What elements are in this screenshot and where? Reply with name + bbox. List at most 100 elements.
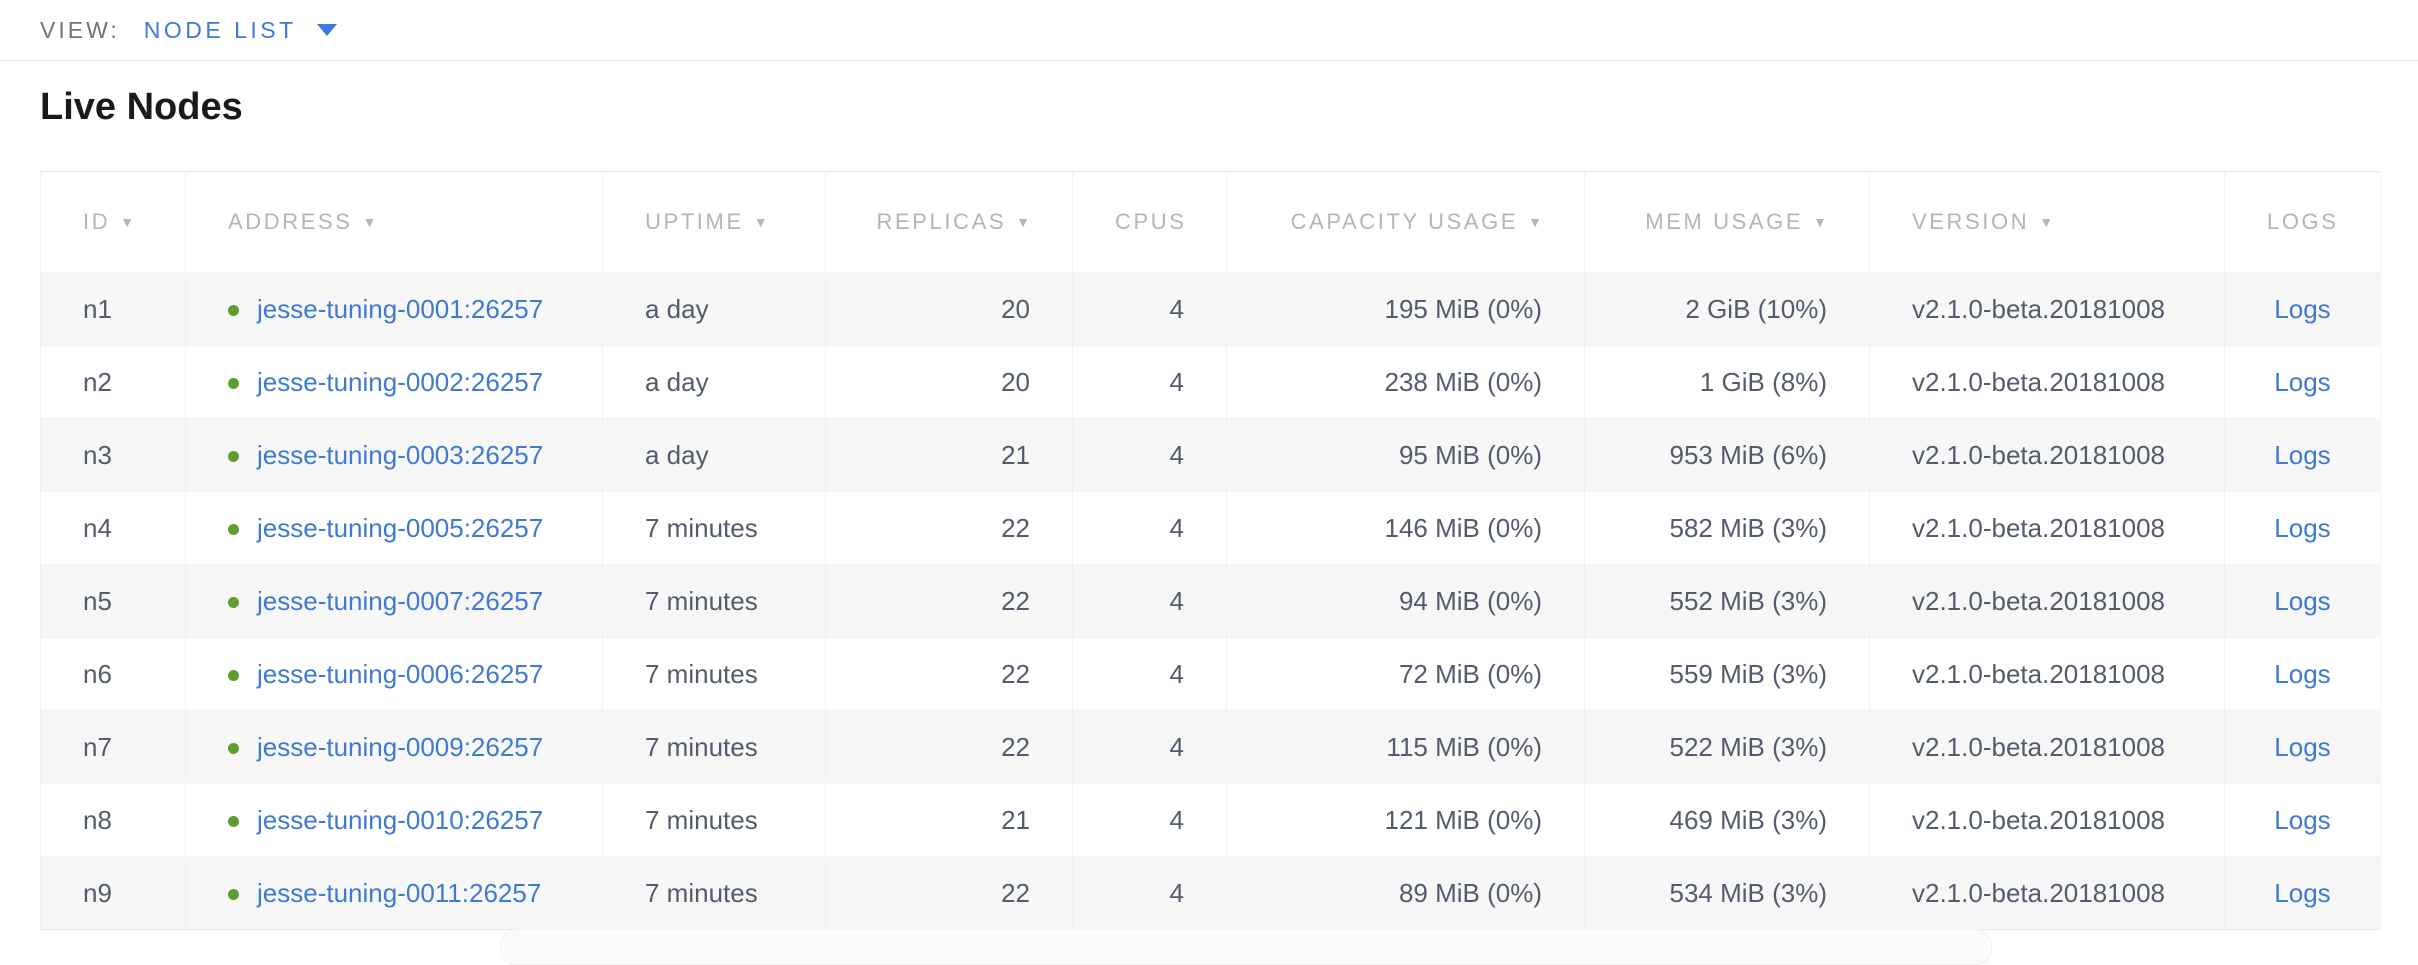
logs-link[interactable]: Logs	[2274, 439, 2331, 470]
cell-value: 22	[1001, 658, 1030, 689]
cell-value: 7 minutes	[645, 658, 758, 689]
column-header-address[interactable]: ADDRESS ▼	[185, 171, 603, 273]
node-address-link[interactable]: jesse-tuning-0003:26257	[257, 439, 544, 470]
cell-cpus: 4	[1072, 783, 1227, 857]
logs-link[interactable]: Logs	[2274, 585, 2331, 616]
cell-value: 7 minutes	[645, 731, 758, 762]
cell-value: v2.1.0-beta.20181008	[1912, 439, 2165, 470]
node-status-icon	[228, 669, 239, 681]
chevron-down-icon	[316, 24, 337, 36]
cell-logs: Logs	[2224, 272, 2381, 346]
logs-link[interactable]: Logs	[2274, 512, 2331, 543]
cell-value: 953 MiB (6%)	[1669, 439, 1828, 470]
cell-value: 22	[1001, 585, 1030, 616]
cell-logs: Logs	[2224, 783, 2381, 857]
column-header-label: REPLICAS	[876, 209, 1007, 234]
table-row: n1 jesse-tuning-0001:26257 a day 20 4 195 MiB…	[40, 272, 2381, 346]
column-header-uptime[interactable]: UPTIME ▼	[602, 171, 826, 273]
node-address-link[interactable]: jesse-tuning-0002:26257	[257, 366, 544, 397]
logs-link[interactable]: Logs	[2274, 366, 2331, 397]
node-address-link[interactable]: jesse-tuning-0006:26257	[257, 658, 544, 689]
cell-value: n9	[83, 877, 112, 908]
column-header-cpus: CPUS	[1072, 171, 1227, 273]
column-header-label: ADDRESS	[228, 209, 353, 234]
cell-value: v2.1.0-beta.20181008	[1912, 293, 2165, 324]
view-selector-dropdown[interactable]: NODE LIST	[144, 17, 337, 44]
cell-uptime: 7 minutes	[602, 637, 826, 711]
cell-value: 94 MiB (0%)	[1398, 585, 1542, 616]
cell-value: 1 GiB (8%)	[1699, 366, 1827, 397]
logs-link[interactable]: Logs	[2274, 731, 2331, 762]
cell-mem: 1 GiB (8%)	[1584, 345, 1870, 419]
table-row: n6 jesse-tuning-0006:26257 7 minutes 22 4 72 …	[40, 637, 2381, 711]
sort-arrow-icon: ▼	[362, 214, 377, 230]
cell-value: 582 MiB (3%)	[1669, 512, 1828, 543]
table-row: n3 jesse-tuning-0003:26257 a day 21 4 95 MiB …	[40, 418, 2381, 492]
sort-arrow-icon: ▼	[1016, 214, 1030, 230]
column-header-replicas[interactable]: REPLICAS ▼	[825, 171, 1073, 273]
cell-cpus: 4	[1072, 345, 1227, 419]
column-header-label: CPUS	[1115, 209, 1187, 234]
cell-value: v2.1.0-beta.20181008	[1912, 366, 2165, 397]
node-address-link[interactable]: jesse-tuning-0005:26257	[257, 512, 544, 543]
cell-value: n4	[83, 512, 112, 543]
cell-id: n6	[40, 637, 186, 711]
cell-capacity: 94 MiB (0%)	[1226, 564, 1585, 638]
column-header-version[interactable]: VERSION ▼	[1869, 171, 2225, 273]
cell-mem: 582 MiB (3%)	[1584, 491, 1870, 565]
table-row: n5 jesse-tuning-0007:26257 7 minutes 22 4 94 …	[40, 564, 2381, 638]
cell-version: v2.1.0-beta.20181008	[1869, 418, 2225, 492]
cell-value: 121 MiB (0%)	[1384, 804, 1543, 835]
table-row: n2 jesse-tuning-0002:26257 a day 20 4 238 MiB…	[40, 345, 2381, 419]
column-header-label: VERSION	[1912, 209, 2030, 234]
cell-value: 522 MiB (3%)	[1669, 731, 1828, 762]
cell-value: 95 MiB (0%)	[1398, 439, 1542, 470]
node-status-icon	[228, 742, 239, 754]
cell-version: v2.1.0-beta.20181008	[1869, 856, 2225, 930]
cell-value: 7 minutes	[645, 585, 758, 616]
cell-value: v2.1.0-beta.20181008	[1912, 658, 2165, 689]
sort-arrow-icon: ▼	[120, 214, 135, 230]
cell-address: jesse-tuning-0006:26257	[185, 637, 603, 711]
logs-link[interactable]: Logs	[2274, 877, 2331, 908]
table-row: n7 jesse-tuning-0009:26257 7 minutes 22 4 115…	[40, 710, 2381, 784]
node-address-link[interactable]: jesse-tuning-0007:26257	[257, 585, 544, 616]
cell-capacity: 238 MiB (0%)	[1226, 345, 1585, 419]
cell-logs: Logs	[2224, 418, 2381, 492]
node-status-icon	[228, 523, 239, 535]
cell-id: n7	[40, 710, 186, 784]
node-address-link[interactable]: jesse-tuning-0001:26257	[257, 293, 544, 324]
logs-link[interactable]: Logs	[2274, 293, 2331, 324]
column-header-label: LOGS	[2267, 209, 2339, 234]
logs-link[interactable]: Logs	[2274, 804, 2331, 835]
cell-value: a day	[645, 366, 709, 397]
cell-cpus: 4	[1072, 710, 1227, 784]
cell-address: jesse-tuning-0002:26257	[185, 345, 603, 419]
cell-cpus: 4	[1072, 418, 1227, 492]
table-row: n9 jesse-tuning-0011:26257 7 minutes 22 4 89 …	[40, 856, 2381, 930]
cell-logs: Logs	[2224, 345, 2381, 419]
cell-logs: Logs	[2224, 856, 2381, 930]
cell-value: 559 MiB (3%)	[1669, 658, 1828, 689]
node-address-link[interactable]: jesse-tuning-0011:26257	[257, 877, 542, 908]
cell-value: 4	[1169, 439, 1184, 470]
logs-link[interactable]: Logs	[2274, 658, 2331, 689]
cell-uptime: 7 minutes	[602, 564, 826, 638]
sort-arrow-icon: ▼	[753, 214, 768, 230]
column-header-label: MEM USAGE	[1645, 209, 1804, 234]
cell-value: v2.1.0-beta.20181008	[1912, 585, 2165, 616]
node-address-link[interactable]: jesse-tuning-0010:26257	[257, 804, 544, 835]
column-header-capacity[interactable]: CAPACITY USAGE ▼	[1226, 171, 1585, 273]
cell-address: jesse-tuning-0009:26257	[185, 710, 603, 784]
cell-uptime: 7 minutes	[602, 856, 826, 930]
column-header-id[interactable]: ID ▼	[40, 171, 186, 273]
cell-version: v2.1.0-beta.20181008	[1869, 710, 2225, 784]
cell-replicas: 22	[825, 637, 1073, 711]
node-address-link[interactable]: jesse-tuning-0009:26257	[257, 731, 544, 762]
cell-value: n7	[83, 731, 112, 762]
column-header-label: ID	[83, 209, 111, 234]
cell-value: 4	[1169, 512, 1184, 543]
column-header-mem[interactable]: MEM USAGE ▼	[1584, 171, 1870, 273]
page-title: Live Nodes	[40, 86, 243, 128]
cell-value: a day	[645, 293, 709, 324]
